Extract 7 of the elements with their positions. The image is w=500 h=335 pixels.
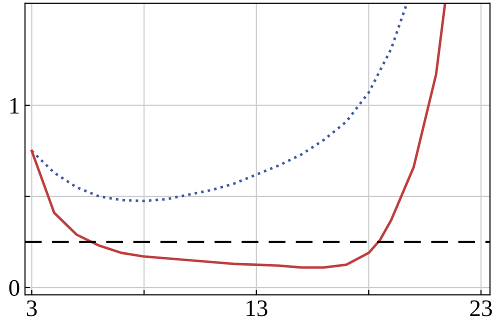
y-tick-label: 0	[9, 280, 20, 296]
y-tick-label: 1	[10, 98, 19, 114]
line-series	[30, 3, 446, 269]
x-tick-label: 13	[246, 300, 268, 316]
x-tick-label: 3	[26, 300, 37, 316]
x-tick-label: 23	[470, 300, 492, 316]
line-series	[30, 3, 408, 202]
